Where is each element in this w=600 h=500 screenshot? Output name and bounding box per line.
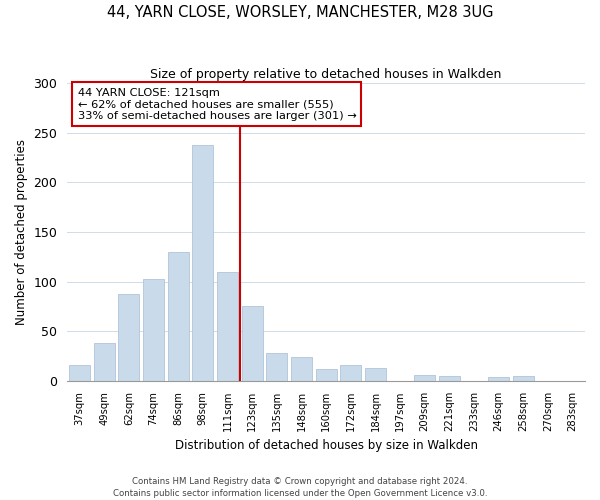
Text: 44 YARN CLOSE: 121sqm
← 62% of detached houses are smaller (555)
33% of semi-det: 44 YARN CLOSE: 121sqm ← 62% of detached … bbox=[77, 88, 356, 120]
Y-axis label: Number of detached properties: Number of detached properties bbox=[15, 139, 28, 325]
Bar bbox=[167, 252, 188, 381]
Bar bbox=[266, 354, 287, 381]
Bar bbox=[291, 357, 312, 381]
Bar bbox=[513, 376, 534, 381]
Bar bbox=[118, 294, 139, 381]
X-axis label: Distribution of detached houses by size in Walkden: Distribution of detached houses by size … bbox=[175, 440, 478, 452]
Text: 44, YARN CLOSE, WORSLEY, MANCHESTER, M28 3UG: 44, YARN CLOSE, WORSLEY, MANCHESTER, M28… bbox=[107, 5, 493, 20]
Bar bbox=[143, 279, 164, 381]
Bar bbox=[217, 272, 238, 381]
Bar bbox=[340, 365, 361, 381]
Bar bbox=[94, 344, 115, 381]
Bar bbox=[242, 306, 263, 381]
Text: Contains HM Land Registry data © Crown copyright and database right 2024.
Contai: Contains HM Land Registry data © Crown c… bbox=[113, 476, 487, 498]
Bar bbox=[365, 368, 386, 381]
Title: Size of property relative to detached houses in Walkden: Size of property relative to detached ho… bbox=[151, 68, 502, 80]
Bar bbox=[414, 375, 435, 381]
Bar bbox=[488, 377, 509, 381]
Bar bbox=[69, 365, 90, 381]
Bar bbox=[316, 369, 337, 381]
Bar bbox=[192, 144, 213, 381]
Bar bbox=[439, 376, 460, 381]
